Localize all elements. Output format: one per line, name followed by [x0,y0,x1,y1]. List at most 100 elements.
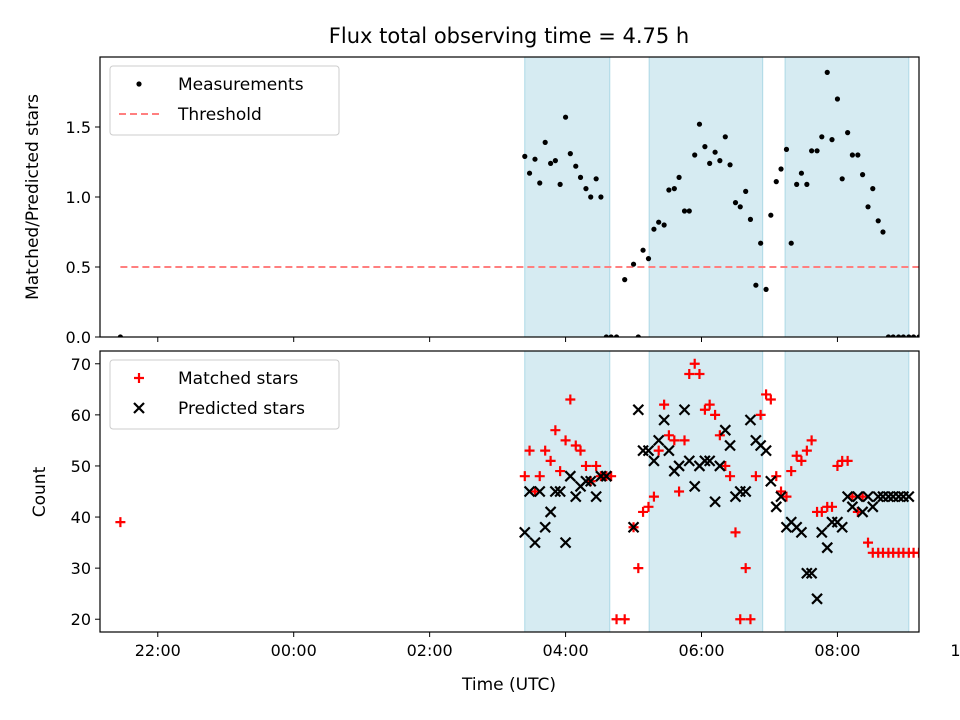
data-point [560,435,571,446]
data-point [652,434,665,447]
data-point [836,521,848,534]
data-point [863,537,874,548]
data-point [688,480,701,493]
data-point [559,536,572,549]
data-point [771,471,782,482]
data-point [882,490,895,503]
data-point [801,567,813,580]
data-point [842,455,853,466]
legend: Matched stars Predicted stars [109,359,340,430]
data-point [591,460,602,471]
data-point [796,455,807,466]
data-point [806,435,817,446]
data-point [753,282,759,288]
shaded-interval [784,57,910,337]
data-point [775,490,787,503]
data-point [819,134,825,140]
legend-label: Threshold [177,105,262,125]
data-point [674,486,685,497]
data-point [770,501,783,513]
data-point [648,455,660,467]
top-y-axis-label: Matched/Predicted stars [23,94,43,300]
data-point [725,471,736,482]
data-point [910,334,917,337]
data-point [643,501,654,512]
data-point [724,439,736,452]
data-point [689,358,700,369]
data-point [663,430,674,441]
y-tick-label: 0.0 [66,328,91,347]
data-point [653,445,664,456]
data-point [542,139,548,145]
data-point [885,334,892,337]
data-point [588,194,594,200]
data-point [761,389,772,400]
data-point [627,521,640,534]
y-tick-label: 30 [71,559,91,578]
y-tick-label: 70 [71,355,91,374]
data-point [832,460,843,471]
data-point [710,409,721,420]
y-tick-label: 40 [71,508,91,527]
y-tick-label: 20 [71,610,91,629]
y-tick-label: 1.0 [66,188,91,207]
data-point [760,444,772,457]
data-point [717,158,723,164]
data-point [805,567,818,580]
axes-frame [99,350,920,633]
data-point [722,134,728,140]
data-point [666,187,672,193]
data-point [699,404,710,415]
data-point [533,485,546,498]
data-point [619,614,630,625]
data-point [686,208,692,214]
y-tick-label: 1.5 [66,118,91,137]
data-point [768,212,774,218]
data-point [788,240,794,246]
data-point [577,174,584,180]
data-point [862,490,874,503]
x-tick-label: 10:00 [950,641,960,660]
data-point [651,226,657,232]
bottom-y-axis-label: Count [30,466,50,517]
data-point [681,208,688,214]
data-point [580,475,592,488]
data-point [744,414,757,426]
data-point [811,593,823,605]
data-point [692,152,698,158]
data-point [552,158,558,164]
data-point [781,491,792,502]
data-point [852,490,864,503]
data-point [115,517,126,528]
data-point [584,475,597,488]
data-point [783,146,790,152]
data-point [679,435,690,446]
data-point [656,219,662,225]
data-point [709,495,721,508]
x-tick-label: 00:00 [271,641,317,660]
data-point [526,170,533,176]
data-point [564,470,577,482]
legend-swatch [134,373,144,383]
shaded-interval [648,351,764,632]
data-point [870,186,876,192]
data-point [676,174,682,180]
data-point [776,486,787,497]
data-point [661,222,667,228]
data-point [763,286,769,292]
data-point [534,471,545,482]
data-point [524,445,535,456]
y-tick-label: 50 [71,457,91,476]
data-point [567,151,573,157]
data-point [750,471,761,482]
data-point [671,186,677,192]
data-point [765,394,776,405]
data-point [635,334,641,337]
data-point [727,162,733,168]
data-point [747,216,754,222]
data-point [519,471,530,482]
top-panel: 0.0 0.5 1.0 1.5 Measurements Threshold [66,56,920,347]
y-tick-label: 60 [71,406,91,425]
data-point [555,466,566,477]
data-point [755,409,766,420]
